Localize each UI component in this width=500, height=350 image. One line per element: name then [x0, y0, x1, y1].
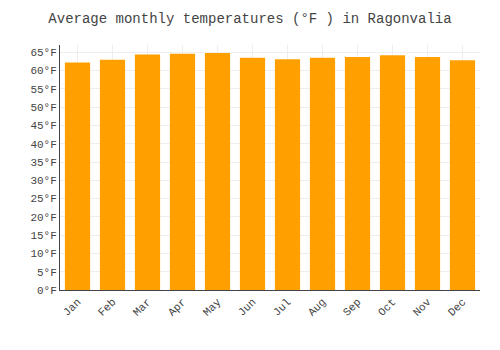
svg-text:Aug: Aug	[306, 296, 328, 318]
svg-text:Sep: Sep	[341, 296, 363, 318]
svg-text:10°F: 10°F	[30, 248, 56, 260]
svg-text:Jun: Jun	[236, 296, 258, 318]
svg-text:35°F: 35°F	[30, 157, 56, 169]
svg-text:Feb: Feb	[96, 296, 118, 318]
svg-text:45°F: 45°F	[30, 120, 56, 132]
svg-text:5°F: 5°F	[37, 267, 57, 279]
svg-text:30°F: 30°F	[30, 175, 56, 187]
svg-text:Jan: Jan	[61, 296, 83, 318]
svg-text:Average monthly temperatures (: Average monthly temperatures (°F ) in Ra…	[48, 11, 451, 27]
svg-text:Jul: Jul	[271, 296, 293, 318]
svg-text:50°F: 50°F	[30, 102, 56, 114]
svg-text:65°F: 65°F	[30, 47, 56, 59]
svg-text:40°F: 40°F	[30, 139, 56, 151]
svg-text:55°F: 55°F	[30, 84, 56, 96]
svg-text:Oct: Oct	[376, 296, 398, 318]
svg-text:60°F: 60°F	[30, 65, 56, 77]
svg-text:May: May	[201, 296, 224, 319]
svg-text:Mar: Mar	[131, 296, 153, 318]
svg-text:0°F: 0°F	[37, 285, 57, 297]
svg-text:15°F: 15°F	[30, 230, 56, 242]
svg-text:Nov: Nov	[411, 296, 434, 319]
svg-text:Dec: Dec	[446, 296, 468, 318]
svg-text:25°F: 25°F	[30, 193, 56, 205]
svg-text:Apr: Apr	[166, 296, 188, 318]
svg-text:20°F: 20°F	[30, 212, 56, 224]
